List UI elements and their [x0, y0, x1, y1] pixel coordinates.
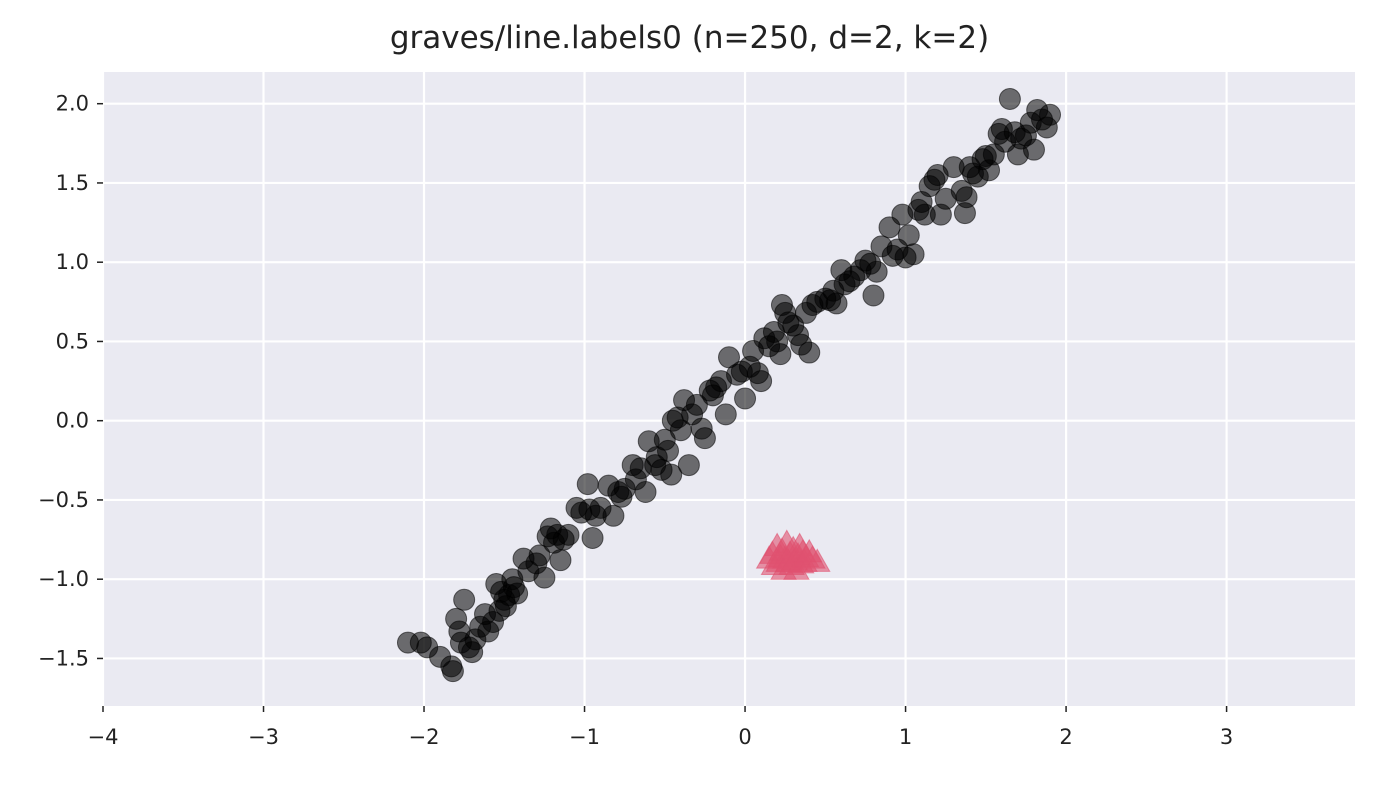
y-tick-label: 1.0 [56, 250, 89, 274]
x-tick-label: −2 [409, 725, 440, 749]
data-point [825, 292, 848, 315]
data-point [581, 526, 604, 549]
data-point [557, 523, 580, 546]
data-point [576, 473, 599, 496]
data-point [902, 243, 925, 266]
y-tick-label: 2.0 [56, 92, 89, 116]
data-point [528, 544, 551, 567]
data-point [441, 660, 464, 683]
data-point [1022, 138, 1045, 161]
data-point [634, 481, 657, 504]
data-point [685, 393, 708, 416]
data-point [862, 284, 885, 307]
data-point [955, 186, 978, 209]
data-point [657, 439, 680, 462]
data-point [714, 403, 737, 426]
data-point [506, 582, 529, 605]
data-point [897, 224, 920, 247]
data-point [769, 343, 792, 366]
plot-area [103, 72, 1355, 706]
x-tick-label: 1 [899, 725, 912, 749]
data-point [693, 427, 716, 450]
x-tick-label: −4 [88, 725, 119, 749]
data-point [798, 341, 821, 364]
data-point [803, 548, 831, 572]
data-point [453, 588, 476, 611]
data-point [734, 387, 757, 410]
y-tick-label: 0.0 [56, 409, 89, 433]
chart-title: graves/line.labels0 (n=250, d=2, k=2) [389, 20, 990, 56]
x-tick-label: 3 [1220, 725, 1233, 749]
data-point [677, 454, 700, 477]
data-point [533, 566, 556, 589]
data-point [660, 463, 683, 486]
y-tick-label: 0.5 [56, 329, 89, 353]
x-tick-label: −1 [569, 725, 600, 749]
y-tick-label: −1.5 [38, 646, 89, 670]
y-tick-label: −1.0 [38, 567, 89, 591]
x-tick-label: −3 [248, 725, 279, 749]
y-tick-label: −0.5 [38, 488, 89, 512]
data-point [549, 549, 572, 572]
data-point [865, 260, 888, 283]
data-point [1039, 103, 1062, 126]
y-tick-label: 1.5 [56, 171, 89, 195]
data-point [602, 504, 625, 527]
x-tick-label: 2 [1059, 725, 1072, 749]
data-point [998, 87, 1021, 110]
data-point [750, 370, 773, 393]
x-tick-label: 0 [738, 725, 751, 749]
